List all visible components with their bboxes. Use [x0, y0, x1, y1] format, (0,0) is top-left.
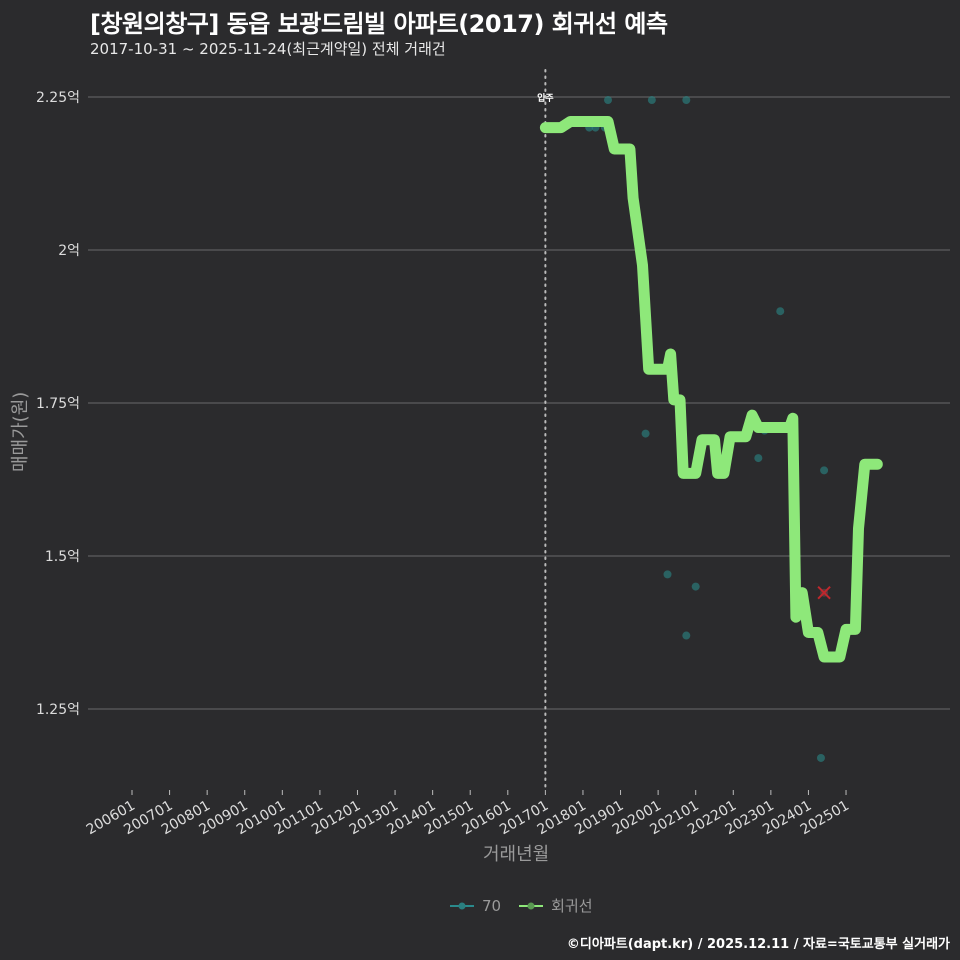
y-tick-label: 1.5억 — [45, 549, 80, 565]
legend: 70 회귀선 — [450, 895, 601, 916]
scatter-point — [754, 454, 763, 463]
legend-item-70[interactable]: 70 — [450, 897, 501, 915]
chart-subtitle: 2017-10-31 ~ 2025-11-24(최근계약일) 전체 거래건 — [90, 40, 446, 58]
scatter-point — [604, 96, 613, 105]
scatter-point — [691, 582, 700, 591]
legend-label-regression: 회귀선 — [551, 897, 593, 915]
scatter-point — [820, 466, 829, 475]
legend-swatch-line-icon — [519, 902, 544, 909]
scatter-point — [641, 429, 650, 438]
scatter-point — [682, 96, 691, 105]
scatter-point — [663, 570, 672, 579]
chart-title: [창원의창구] 동읍 보광드림빌 아파트(2017) 회귀선 예측 — [90, 10, 668, 38]
x-axis-label: 거래년월 — [483, 844, 550, 865]
scatter-point — [776, 307, 785, 316]
regression-line — [539, 116, 883, 663]
move-in-label: 입주 — [537, 92, 554, 104]
y-tick-label: 2.25억 — [36, 90, 80, 106]
legend-swatch-scatter-icon — [450, 902, 474, 909]
y-tick-label: 2억 — [58, 243, 80, 259]
legend-item-regression[interactable]: 회귀선 — [519, 895, 593, 916]
scatter-point — [647, 96, 656, 105]
scatter-point — [682, 631, 691, 640]
legend-label-70: 70 — [482, 896, 502, 915]
footer-credit: ©디아파트(dapt.kr) / 2025.12.11 / 자료=국토교통부 실… — [566, 937, 950, 952]
highlight-x-icon — [817, 586, 831, 600]
y-axis-label: 매매가(원) — [10, 391, 31, 472]
scatter-point — [816, 753, 825, 762]
y-tick-label: 1.25억 — [36, 702, 80, 718]
y-tick-label: 1.75억 — [36, 396, 80, 412]
